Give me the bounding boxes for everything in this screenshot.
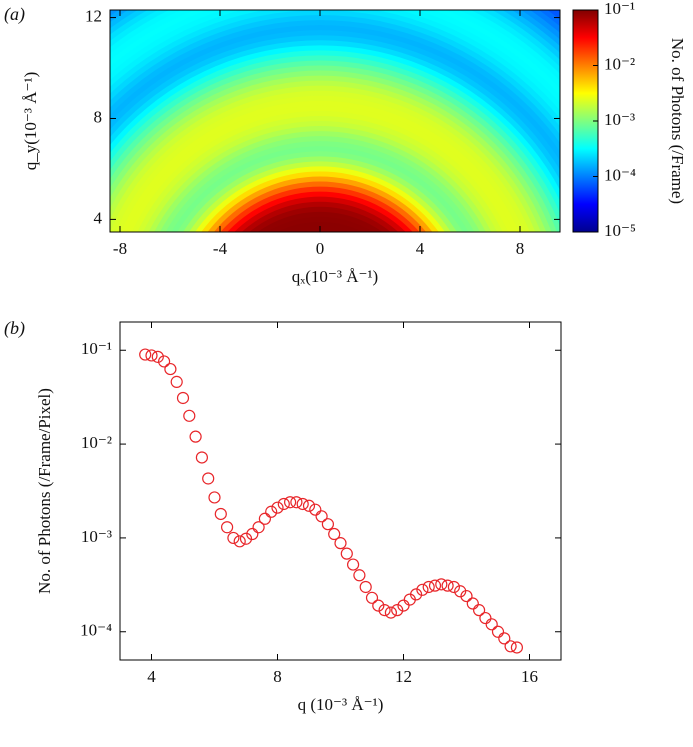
- data-point: [384, 606, 397, 619]
- colorbar-tick-label: 10⁻¹: [604, 0, 635, 18]
- x-tick-label: 8: [516, 239, 525, 258]
- data-point: [498, 632, 511, 645]
- y-axis-label: q_y(10⁻³ Å⁻¹): [21, 72, 40, 171]
- data-point: [246, 527, 259, 541]
- x-tick-label: 12: [395, 667, 412, 686]
- data-point: [479, 611, 492, 625]
- heatmap: [110, 10, 560, 232]
- data-point: [265, 505, 278, 518]
- data-point: [158, 355, 171, 368]
- data-point: [460, 589, 473, 603]
- y-tick-label: 10⁻³: [81, 527, 112, 546]
- data-point: [221, 521, 234, 534]
- data-point: [164, 362, 177, 376]
- data-point: [271, 501, 284, 514]
- data-point: [214, 507, 227, 521]
- x-tick-label: 8: [273, 667, 282, 686]
- x-axis-label: q (10⁻³ Å⁻¹): [298, 695, 384, 714]
- data-point: [189, 430, 202, 443]
- data-point: [491, 625, 505, 638]
- data-point: [290, 496, 303, 509]
- y-tick-label: 4: [94, 208, 103, 227]
- data-point: [510, 641, 524, 654]
- data-point: [359, 580, 372, 594]
- data-point: [277, 497, 290, 511]
- data-point: [454, 585, 467, 598]
- data-point: [447, 580, 460, 594]
- data-point: [208, 491, 221, 504]
- data-point: [435, 578, 448, 591]
- y-tick-label: 10⁻¹: [81, 339, 112, 358]
- data-point: [365, 591, 379, 604]
- data-point: [233, 535, 246, 548]
- data-point: [139, 348, 152, 361]
- data-point: [239, 532, 253, 545]
- data-point: [485, 618, 498, 631]
- data-point: [202, 472, 215, 485]
- data-point: [378, 604, 391, 617]
- data-point: [347, 558, 360, 571]
- data-point: [372, 599, 385, 612]
- y-tick-label: 10⁻⁴: [80, 621, 112, 640]
- x-tick-label: -4: [213, 239, 228, 258]
- y-tick-label: 8: [94, 107, 103, 126]
- data-point: [145, 349, 158, 362]
- data-point: [258, 512, 271, 525]
- data-point: [321, 518, 334, 531]
- data-point: [466, 597, 479, 610]
- data-point: [183, 409, 196, 422]
- data-point: [284, 496, 297, 509]
- data-point: [391, 604, 404, 617]
- colorbar-tick-label: 10⁻²: [604, 54, 635, 73]
- data-point: [302, 499, 316, 512]
- data-point: [422, 580, 435, 594]
- x-tick-label: -8: [113, 239, 127, 258]
- x-tick-label: 16: [521, 667, 538, 686]
- plot-frame: [119, 321, 562, 661]
- data-point: [504, 640, 517, 653]
- data-point: [410, 588, 423, 601]
- data-point: [151, 350, 164, 363]
- data-point: [428, 579, 442, 592]
- panel-label: (b): [4, 318, 25, 339]
- heatmap-ring: [234, 196, 406, 232]
- data-point: [252, 521, 265, 534]
- y-axis-label: No. of Photons (/Frame/Pixel): [35, 388, 54, 594]
- data-point: [441, 579, 454, 592]
- data-point: [334, 537, 347, 550]
- x-tick-label: 4: [416, 239, 425, 258]
- data-point: [227, 531, 240, 545]
- y-tick-label: 12: [85, 6, 102, 25]
- data-point: [315, 510, 328, 523]
- data-point: [296, 497, 309, 511]
- data-point: [340, 547, 353, 560]
- data-point: [473, 604, 486, 617]
- x-tick-label: 0: [316, 239, 325, 258]
- data-point: [309, 503, 322, 516]
- colorbar-tick-label: 10⁻⁴: [604, 165, 636, 184]
- x-tick-label: 4: [147, 667, 156, 686]
- x-axis-label: qₓ(10⁻³ Å⁻¹): [292, 267, 378, 286]
- data-point: [176, 391, 190, 405]
- data-point: [353, 569, 366, 582]
- panel-label: (a): [4, 4, 25, 25]
- colorbar-tick-label: 10⁻⁵: [604, 221, 636, 240]
- colorbar-label: No. of Photons (/Frame): [668, 38, 687, 204]
- colorbar-tick-label: 10⁻³: [604, 110, 635, 129]
- data-point: [416, 583, 429, 596]
- y-tick-label: 10⁻²: [81, 433, 112, 452]
- data-point: [170, 375, 183, 388]
- plot-frame: [109, 9, 561, 233]
- data-point: [195, 451, 208, 464]
- heatmap-ring: [241, 201, 399, 232]
- data-point: [328, 527, 341, 541]
